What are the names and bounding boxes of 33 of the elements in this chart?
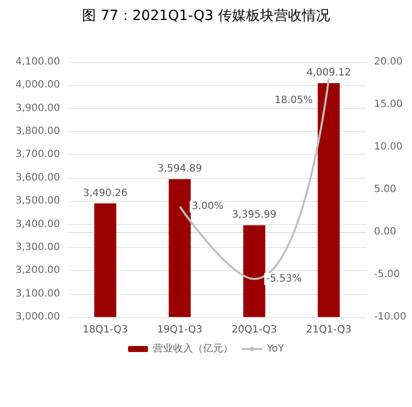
y-tick-label: 3,600.00 xyxy=(15,172,60,184)
y2-tick-label: 0.00 xyxy=(374,226,396,238)
y-tick-label: 3,900.00 xyxy=(15,102,60,114)
y-tick-label: 3,000.00 xyxy=(15,312,60,322)
data-label: -5.53% xyxy=(266,274,302,285)
y2-tick-label: -10.00 xyxy=(374,312,406,322)
data-label: 3,490.26 xyxy=(82,188,128,199)
y-tick-label: 3,500.00 xyxy=(15,196,60,207)
y-tick-label: 4,000.00 xyxy=(15,80,60,91)
x-tick-label: 19Q1-Q3 xyxy=(157,324,202,336)
y2-tick-label: 15.00 xyxy=(374,99,403,110)
y-tick-label: 4,100.00 xyxy=(15,56,60,68)
x-tick-label: 20Q1-Q3 xyxy=(232,324,277,336)
y2-tick-label: 5.00 xyxy=(374,184,396,195)
y-tick-label: 3,100.00 xyxy=(15,288,60,300)
y-tick-label: 3,300.00 xyxy=(15,242,60,253)
x-tick-label: 21Q1-Q3 xyxy=(306,324,352,336)
data-label: 18.05% xyxy=(274,95,313,106)
y-tick-label: 3,400.00 xyxy=(15,218,60,230)
x-tick-label: 18Q1-Q3 xyxy=(82,324,128,336)
data-label: 3,395.99 xyxy=(232,210,277,221)
y2-tick-label: -5.00 xyxy=(374,269,400,280)
data-label: 4,009.12 xyxy=(306,68,352,79)
y-tick-label: 3,700.00 xyxy=(15,149,60,160)
y-tick-label: 3,200.00 xyxy=(15,265,60,276)
data-label: 3.00% xyxy=(192,201,224,212)
y2-tick-label: 10.00 xyxy=(374,142,403,152)
y-tick-label: 3,800.00 xyxy=(15,126,60,138)
data-label: 3,594.89 xyxy=(157,164,202,175)
chart-title: 图 77：2021Q1-Q3 传媒板块营收情况 xyxy=(82,8,330,24)
legend-label: YoY xyxy=(266,344,285,354)
y2-tick-label: 20.00 xyxy=(374,56,403,68)
legend-label: 营业收入（亿元） xyxy=(152,342,233,354)
